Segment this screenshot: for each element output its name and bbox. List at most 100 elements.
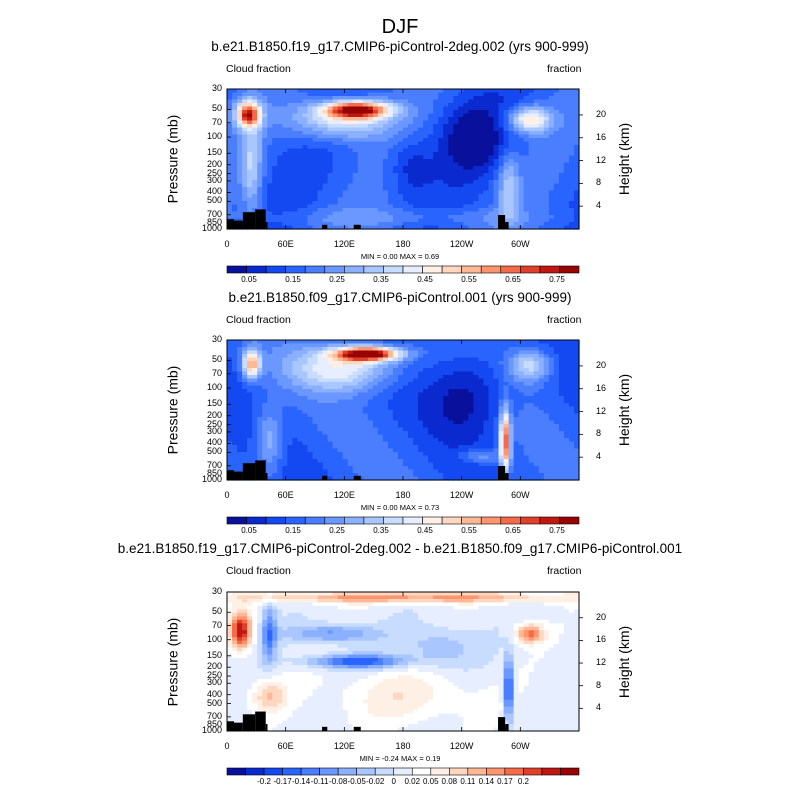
heatmap-cell — [403, 134, 409, 139]
heatmap-cell — [493, 392, 500, 397]
heatmap-cell — [367, 110, 374, 115]
heatmap-cell — [448, 169, 454, 174]
heatmap-cell — [367, 92, 374, 97]
heatmap-cell — [397, 354, 404, 359]
heatmap-cell — [287, 222, 293, 227]
heatmap-cell — [387, 194, 394, 199]
heatmap-cell — [337, 375, 344, 380]
heatmap-cell — [377, 350, 384, 355]
heatmap-cell — [573, 431, 580, 436]
heatmap-cell — [242, 364, 248, 369]
heatmap-cell — [423, 354, 429, 359]
heatmap-cell — [523, 424, 530, 429]
heatmap-cell — [513, 162, 520, 167]
heatmap-cell — [533, 155, 540, 160]
heatmap-cell — [372, 222, 379, 227]
heatmap-cell — [418, 169, 424, 174]
heatmap-cell — [377, 159, 384, 164]
heatmap-cell — [458, 382, 464, 387]
heatmap-cell — [282, 417, 288, 422]
heatmap-cell — [553, 389, 560, 394]
heatmap-cell — [543, 173, 550, 178]
heatmap-cell — [227, 385, 233, 390]
heatmap-cell — [563, 190, 570, 195]
heatmap-cell — [423, 159, 429, 164]
heatmap-cell — [237, 148, 243, 153]
heatmap-cell — [322, 159, 329, 164]
heatmap-cell — [448, 190, 454, 195]
heatmap-cell — [543, 413, 550, 418]
heatmap-cell — [352, 364, 359, 369]
heatmap-cell — [493, 110, 500, 115]
heatmap-cell — [493, 441, 500, 446]
heatmap-cell — [302, 389, 309, 394]
heatmap-cell — [548, 438, 555, 443]
heatmap-cell — [513, 424, 520, 429]
heatmap-cell — [322, 399, 329, 404]
heatmap-cell — [372, 441, 379, 446]
heatmap-cell — [428, 201, 434, 206]
heatmap-cell — [513, 361, 520, 366]
heatmap-cell — [347, 187, 354, 192]
heatmap-cell — [478, 208, 485, 213]
heatmap-cell — [252, 159, 258, 164]
heatmap-cell — [367, 410, 374, 415]
heatmap-cell — [367, 152, 374, 157]
heatmap-cell — [468, 152, 474, 157]
heatmap-cell — [307, 441, 314, 446]
heatmap-cell — [297, 361, 304, 366]
heatmap-cell — [528, 424, 535, 429]
heatmap-cell — [543, 396, 550, 401]
heatmap-cell — [397, 204, 404, 209]
heatmap-cell — [362, 134, 369, 139]
heatmap-cell — [483, 424, 490, 429]
heatmap-cell — [448, 361, 454, 366]
heatmap-cell — [403, 194, 409, 199]
heatmap-cell — [483, 350, 490, 355]
heatmap-cell — [458, 117, 464, 122]
heatmap-cell — [262, 445, 268, 450]
heatmap-cell — [317, 152, 324, 157]
heatmap-cell — [392, 106, 399, 111]
heatmap-cell — [503, 389, 510, 394]
heatmap-cell — [403, 354, 409, 359]
heatmap-cell — [237, 208, 243, 213]
heatmap-cell — [453, 399, 459, 404]
heatmap-cell — [478, 431, 485, 436]
heatmap-cell — [493, 354, 500, 359]
heatmap-cell — [257, 204, 263, 209]
heatmap-cell — [342, 417, 349, 422]
heatmap-cell — [568, 364, 575, 369]
heatmap-cell — [337, 190, 344, 195]
heatmap-cell — [307, 403, 314, 408]
heatmap-cell — [382, 431, 389, 436]
heatmap-cell — [242, 89, 248, 94]
heatmap-cell — [377, 211, 384, 216]
heatmap-cell — [468, 145, 474, 150]
heatmap-cell — [428, 113, 434, 118]
heatmap-cell — [483, 89, 490, 94]
heatmap-cell — [267, 194, 273, 199]
heatmap-cell — [533, 190, 540, 195]
heatmap-cell — [322, 396, 329, 401]
heatmap-cell — [397, 127, 404, 132]
heatmap-cell — [418, 389, 424, 394]
heatmap-cell — [312, 431, 319, 436]
heatmap-cell — [242, 96, 248, 101]
heatmap-cell — [563, 406, 570, 411]
heatmap-cell — [523, 183, 530, 188]
heatmap-cell — [413, 201, 419, 206]
heatmap-cell — [543, 368, 550, 373]
heatmap-cell — [272, 204, 278, 209]
heatmap-cell — [377, 173, 384, 178]
heatmap-cell — [503, 343, 510, 348]
heatmap-cell — [362, 371, 369, 376]
heatmap-cell — [543, 208, 550, 213]
heatmap-cell — [508, 406, 515, 411]
heatmap-cell — [257, 169, 263, 174]
heatmap-cell — [553, 208, 560, 213]
heatmap-cell — [287, 99, 293, 104]
heatmap-cell — [558, 410, 565, 415]
heatmap-cell — [382, 190, 389, 195]
heatmap-cell — [548, 427, 555, 432]
